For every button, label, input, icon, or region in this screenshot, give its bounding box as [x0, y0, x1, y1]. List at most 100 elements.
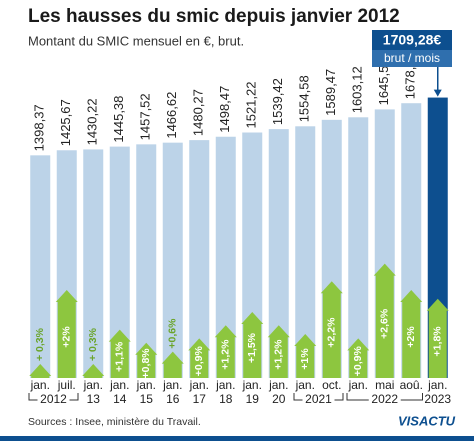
bar — [136, 144, 157, 378]
callout-box — [372, 30, 452, 50]
year-label: 16 — [166, 392, 180, 406]
bar — [268, 129, 289, 378]
increase-arrow — [320, 281, 343, 378]
bar — [215, 136, 236, 378]
year-label: 17 — [193, 392, 207, 406]
x-tick-label: jan. — [348, 378, 368, 392]
bar — [189, 140, 210, 378]
bar — [30, 155, 51, 378]
year-label: 18 — [219, 392, 233, 406]
x-tick-label: jan. — [427, 378, 447, 392]
increase-arrow — [400, 290, 423, 378]
year-bracket — [400, 393, 423, 401]
x-tick-label: juil. — [57, 378, 76, 392]
value-label: 1498,47 — [217, 86, 232, 133]
bar — [242, 132, 263, 378]
bar — [162, 142, 183, 378]
callout-note: brut / mois — [384, 51, 440, 65]
value-label: 1445,38 — [111, 96, 126, 143]
year-label: 19 — [246, 392, 260, 406]
value-label: 1645,58 — [376, 58, 391, 105]
increase-label: +2% — [61, 326, 73, 348]
increase-label: +0,9% — [352, 346, 364, 377]
increase-label: +2% — [405, 326, 417, 348]
year-bracket — [334, 393, 344, 401]
increase-arrow — [55, 290, 78, 378]
value-label: 1589,47 — [323, 69, 338, 116]
increase-label: + 0,3% — [34, 327, 46, 361]
value-label: 1480,27 — [191, 89, 206, 136]
x-tick-label: oct. — [322, 378, 341, 392]
increase-label: +1,2% — [220, 339, 232, 370]
increase-arrow — [426, 298, 449, 378]
increase-label: +1,5% — [246, 332, 258, 363]
x-tick-label: jan. — [189, 378, 209, 392]
x-tick-label: jan. — [215, 378, 235, 392]
year-bracket — [346, 393, 369, 401]
increase-label: +1% — [299, 348, 311, 370]
footer-band — [0, 436, 474, 441]
value-label: 1539,42 — [270, 78, 285, 125]
increase-arrow — [108, 329, 131, 378]
increase-label: +1,8% — [432, 326, 444, 357]
bar — [348, 117, 369, 378]
year-label: 20 — [272, 392, 286, 406]
increase-arrow — [241, 312, 264, 378]
year-bracket — [69, 393, 79, 401]
year-label: 13 — [87, 392, 101, 406]
value-label: 1554,58 — [297, 75, 312, 122]
x-tick-label: jan. — [242, 378, 262, 392]
x-tick-label: jan. — [295, 378, 315, 392]
year-label: 2023 — [424, 392, 451, 406]
callout-box-lower — [372, 50, 452, 67]
increase-label: +0,9% — [193, 346, 205, 377]
increase-arrow — [188, 338, 211, 378]
year-label: 14 — [113, 392, 127, 406]
chart-subtitle: Montant du SMIC mensuel en €, brut. — [28, 33, 244, 48]
value-label: 1457,52 — [138, 93, 153, 140]
x-tick-label: jan. — [109, 378, 129, 392]
increase-arrow — [161, 351, 184, 378]
year-label: 2012 — [40, 392, 67, 406]
x-tick-label: aoû. — [400, 378, 423, 392]
value-label: 1521,22 — [244, 82, 259, 129]
bar — [295, 126, 316, 378]
increase-arrow — [267, 325, 290, 378]
callout-value: 1709,28€ — [383, 32, 442, 48]
year-bracket — [293, 393, 303, 401]
x-tick-label: mai — [375, 378, 394, 392]
value-label: 1425,67 — [58, 99, 73, 146]
increase-arrow — [82, 364, 105, 378]
bar — [83, 149, 104, 378]
year-label: 2021 — [305, 392, 332, 406]
increase-arrow — [347, 338, 370, 378]
year-label: 15 — [140, 392, 154, 406]
x-tick-label: jan. — [30, 378, 50, 392]
increase-label: +0,8% — [140, 348, 152, 379]
x-tick-label: jan. — [268, 378, 288, 392]
value-label: 1603,12 — [350, 66, 365, 113]
increase-arrow — [214, 325, 237, 378]
increase-label: +2,6% — [379, 308, 391, 339]
increase-label: +1,1% — [114, 341, 126, 372]
increase-label: +1,2% — [273, 339, 285, 370]
bar — [109, 146, 130, 378]
source: Sources : Insee, ministère du Travail. — [28, 416, 201, 428]
increase-label: +2,2% — [326, 317, 338, 348]
increase-arrow — [373, 263, 396, 378]
value-label: 1430,22 — [85, 98, 100, 145]
x-tick-label: jan. — [136, 378, 156, 392]
increase-label: +0,6% — [167, 318, 179, 349]
increase-arrow — [29, 364, 52, 378]
increase-arrow — [135, 342, 158, 378]
value-label: 1398,37 — [32, 104, 47, 151]
callout-arrowhead — [433, 89, 442, 97]
x-tick-label: jan. — [162, 378, 182, 392]
year-bracket — [28, 393, 38, 401]
increase-arrow — [294, 334, 317, 378]
logo: VISACTU — [398, 413, 456, 428]
increase-label: + 0,3% — [87, 327, 99, 361]
chart-title: Les hausses du smic depuis janvier 2012 — [28, 6, 400, 27]
value-label: 1466,62 — [164, 92, 179, 139]
